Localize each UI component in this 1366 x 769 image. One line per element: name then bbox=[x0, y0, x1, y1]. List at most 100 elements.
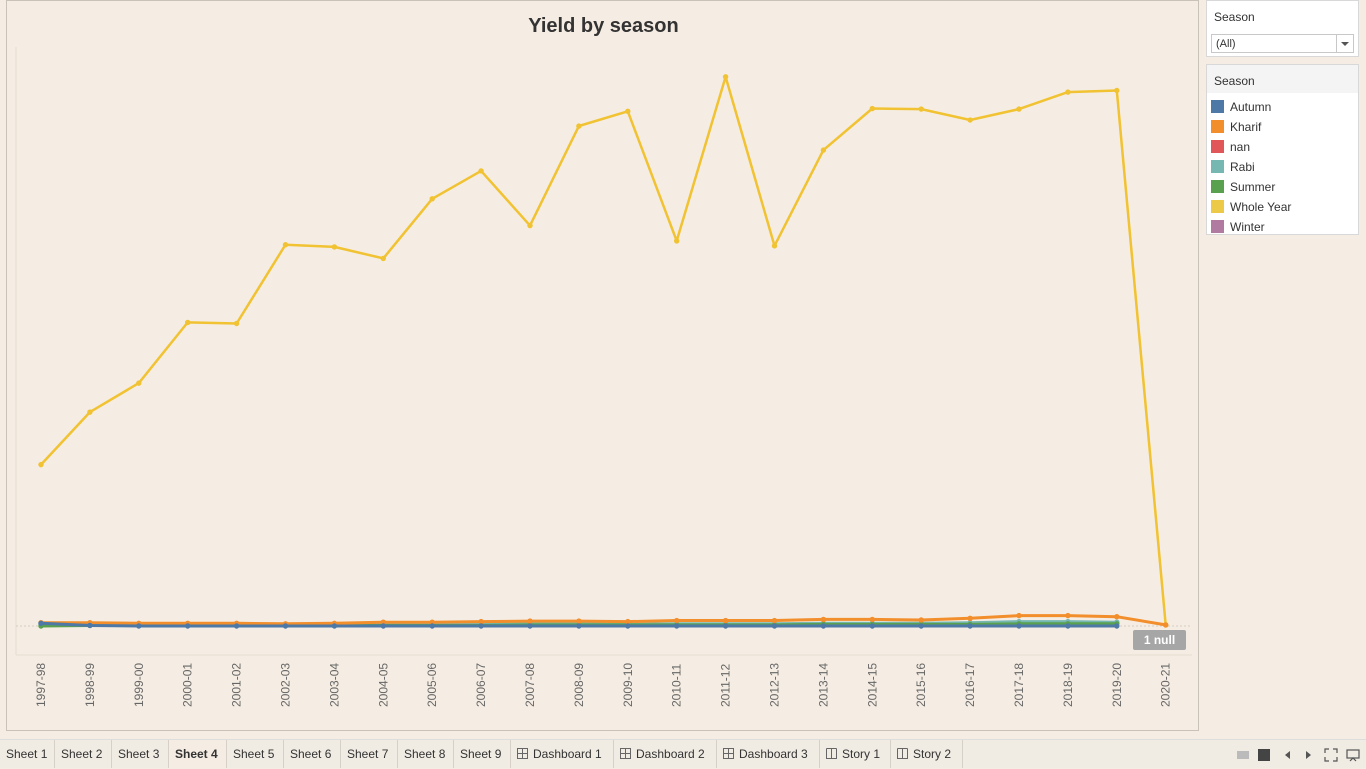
data-point[interactable] bbox=[233, 320, 240, 327]
data-point[interactable] bbox=[1163, 622, 1169, 628]
data-point[interactable] bbox=[429, 196, 435, 202]
data-point[interactable] bbox=[1114, 623, 1120, 629]
data-point[interactable] bbox=[576, 623, 582, 629]
data-point[interactable] bbox=[380, 619, 386, 625]
data-point[interactable] bbox=[576, 123, 582, 129]
data-point[interactable] bbox=[282, 242, 289, 248]
data-point[interactable] bbox=[771, 617, 778, 624]
data-point[interactable] bbox=[185, 319, 191, 326]
data-point[interactable] bbox=[478, 618, 484, 625]
show-sheet-sorter-icon[interactable] bbox=[1237, 751, 1249, 759]
tab-sheet-5[interactable]: Sheet 5 bbox=[227, 740, 284, 768]
data-point[interactable] bbox=[918, 106, 924, 112]
legend-item-whole-year[interactable]: Whole Year bbox=[1210, 197, 1355, 217]
series-line-kharif[interactable] bbox=[41, 614, 1166, 627]
data-point[interactable] bbox=[625, 623, 631, 629]
x-tick-label: 2002-03 bbox=[279, 663, 293, 707]
data-point[interactable] bbox=[1114, 87, 1120, 94]
next-sheet-icon[interactable] bbox=[1306, 751, 1311, 759]
data-point[interactable] bbox=[771, 623, 778, 629]
tab-sheet-4[interactable]: Sheet 4 bbox=[169, 740, 227, 768]
data-point[interactable] bbox=[1016, 106, 1022, 112]
tab-dashboard-1[interactable]: Dashboard 1 bbox=[511, 740, 614, 768]
data-point[interactable] bbox=[380, 255, 386, 262]
data-point[interactable] bbox=[38, 620, 44, 626]
data-point[interactable] bbox=[820, 623, 827, 629]
data-point[interactable] bbox=[674, 238, 680, 244]
data-point[interactable] bbox=[1065, 612, 1071, 619]
data-point[interactable] bbox=[282, 623, 289, 629]
tab-sheet-8[interactable]: Sheet 8 bbox=[398, 740, 454, 768]
data-point[interactable] bbox=[478, 168, 484, 174]
tab-sheet-2[interactable]: Sheet 2 bbox=[55, 740, 112, 768]
season-filter-dropdown[interactable]: (All) bbox=[1211, 34, 1354, 53]
chevron-down-icon[interactable] bbox=[1336, 35, 1353, 52]
data-point[interactable] bbox=[869, 616, 875, 623]
data-point[interactable] bbox=[869, 105, 875, 112]
legend-item-nan[interactable]: nan bbox=[1210, 137, 1355, 157]
data-point[interactable] bbox=[1065, 89, 1071, 95]
show-filmstrip-icon[interactable] bbox=[1258, 749, 1270, 761]
fit-screen-icon[interactable] bbox=[1324, 748, 1338, 762]
data-point[interactable] bbox=[429, 623, 435, 629]
data-point[interactable] bbox=[380, 623, 386, 629]
data-point[interactable] bbox=[674, 617, 680, 624]
data-point[interactable] bbox=[527, 222, 533, 229]
data-point[interactable] bbox=[1016, 612, 1022, 619]
tab-sheet-6[interactable]: Sheet 6 bbox=[284, 740, 341, 768]
data-point[interactable] bbox=[38, 461, 44, 468]
data-point[interactable] bbox=[722, 617, 729, 624]
legend-item-kharif[interactable]: Kharif bbox=[1210, 117, 1355, 137]
tab-story-2[interactable]: Story 2 bbox=[891, 740, 963, 768]
series-line-whole-year[interactable] bbox=[40, 75, 1167, 626]
data-point[interactable] bbox=[478, 623, 484, 629]
data-point[interactable] bbox=[527, 623, 533, 629]
tab-sheet-9[interactable]: Sheet 9 bbox=[454, 740, 511, 768]
data-point[interactable] bbox=[576, 618, 582, 624]
data-point[interactable] bbox=[136, 623, 142, 629]
data-point[interactable] bbox=[429, 619, 435, 625]
data-point[interactable] bbox=[1114, 614, 1120, 620]
data-point[interactable] bbox=[185, 623, 191, 629]
data-point[interactable] bbox=[1065, 623, 1071, 629]
tab-sheet-7[interactable]: Sheet 7 bbox=[341, 740, 398, 768]
previous-sheet-icon[interactable] bbox=[1285, 751, 1290, 759]
data-point[interactable] bbox=[918, 617, 924, 623]
legend-item-rabi[interactable]: Rabi bbox=[1210, 157, 1355, 177]
data-point[interactable] bbox=[87, 622, 93, 629]
data-point[interactable] bbox=[722, 623, 729, 629]
null-indicator-badge[interactable]: 1 null bbox=[1133, 630, 1186, 650]
presentation-mode-icon[interactable] bbox=[1346, 749, 1360, 762]
data-point[interactable] bbox=[1016, 623, 1022, 629]
tab-story-1[interactable]: Story 1 bbox=[820, 740, 891, 768]
data-point[interactable] bbox=[967, 623, 973, 629]
data-point[interactable] bbox=[722, 74, 729, 80]
data-point[interactable] bbox=[918, 623, 924, 629]
data-point[interactable] bbox=[771, 243, 778, 249]
data-point[interactable] bbox=[625, 618, 631, 625]
data-point[interactable] bbox=[625, 108, 631, 114]
data-point[interactable] bbox=[869, 623, 875, 629]
tab-sheet-3[interactable]: Sheet 3 bbox=[112, 740, 169, 768]
legend-item-autumn[interactable]: Autumn bbox=[1210, 97, 1355, 117]
data-point[interactable] bbox=[820, 616, 827, 623]
line-chart[interactable]: 1997-98 1998-99 1999-00 2000-01 2001-02 2002-… bbox=[7, 1, 1198, 730]
x-tick-label: 2012-13 bbox=[768, 663, 782, 707]
data-point[interactable] bbox=[331, 623, 338, 629]
tab-dashboard-2[interactable]: Dashboard 2 bbox=[614, 740, 717, 768]
data-point[interactable] bbox=[967, 615, 973, 622]
legend-item-summer[interactable]: Summer bbox=[1210, 177, 1355, 197]
data-point[interactable] bbox=[331, 244, 338, 250]
tab-sheet-1[interactable]: Sheet 1 bbox=[0, 740, 55, 768]
data-point[interactable] bbox=[674, 623, 680, 629]
tab-label: Dashboard 3 bbox=[739, 747, 808, 761]
data-point[interactable] bbox=[233, 623, 240, 629]
legend-item-winter[interactable]: Winter bbox=[1210, 217, 1355, 237]
x-tick-label: 2013-14 bbox=[816, 663, 830, 707]
data-point[interactable] bbox=[136, 380, 142, 386]
data-point[interactable] bbox=[527, 618, 533, 624]
data-point[interactable] bbox=[820, 147, 827, 153]
tab-dashboard-3[interactable]: Dashboard 3 bbox=[717, 740, 820, 768]
data-point[interactable] bbox=[967, 117, 973, 123]
data-point[interactable] bbox=[87, 409, 93, 415]
